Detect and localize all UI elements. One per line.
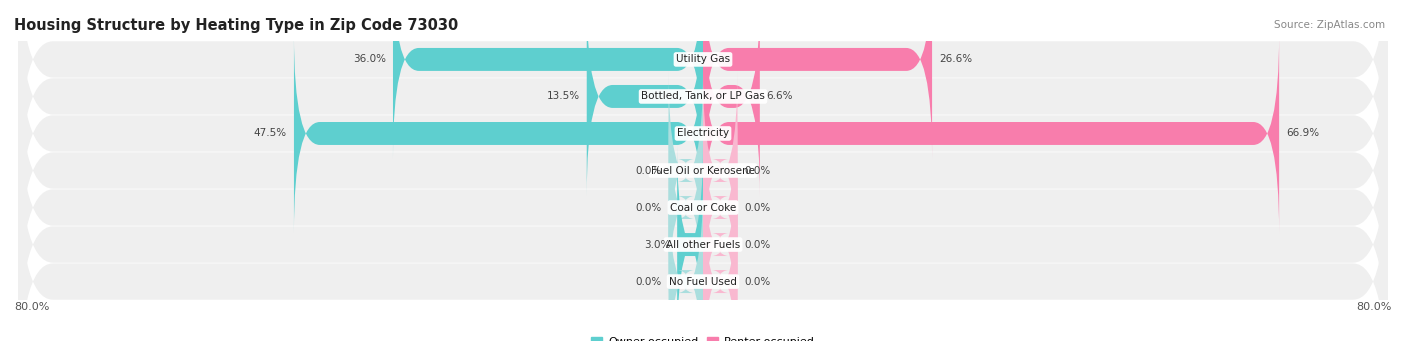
Text: Fuel Oil or Kerosene: Fuel Oil or Kerosene [651, 165, 755, 176]
Text: 0.0%: 0.0% [636, 277, 662, 286]
FancyBboxPatch shape [669, 71, 703, 270]
Text: Source: ZipAtlas.com: Source: ZipAtlas.com [1274, 20, 1385, 30]
Text: Housing Structure by Heating Type in Zip Code 73030: Housing Structure by Heating Type in Zip… [14, 18, 458, 33]
Text: 6.6%: 6.6% [766, 91, 793, 102]
Text: 0.0%: 0.0% [636, 203, 662, 212]
FancyBboxPatch shape [669, 182, 703, 341]
Legend: Owner-occupied, Renter-occupied: Owner-occupied, Renter-occupied [586, 332, 820, 341]
FancyBboxPatch shape [18, 41, 1388, 300]
FancyBboxPatch shape [703, 108, 738, 307]
Text: 0.0%: 0.0% [636, 165, 662, 176]
FancyBboxPatch shape [392, 0, 703, 159]
FancyBboxPatch shape [703, 0, 759, 196]
Text: All other Fuels: All other Fuels [666, 239, 740, 250]
Text: 47.5%: 47.5% [254, 129, 287, 138]
FancyBboxPatch shape [18, 3, 1388, 264]
Text: 0.0%: 0.0% [744, 203, 770, 212]
FancyBboxPatch shape [294, 34, 703, 233]
FancyBboxPatch shape [703, 34, 1279, 233]
FancyBboxPatch shape [18, 77, 1388, 338]
Text: Coal or Coke: Coal or Coke [669, 203, 737, 212]
FancyBboxPatch shape [703, 0, 932, 159]
Text: Utility Gas: Utility Gas [676, 55, 730, 64]
Text: 36.0%: 36.0% [353, 55, 387, 64]
Text: 13.5%: 13.5% [547, 91, 579, 102]
Text: 0.0%: 0.0% [744, 165, 770, 176]
FancyBboxPatch shape [678, 145, 703, 341]
Text: 0.0%: 0.0% [744, 277, 770, 286]
FancyBboxPatch shape [669, 108, 703, 307]
Text: Electricity: Electricity [676, 129, 730, 138]
Text: 80.0%: 80.0% [14, 301, 49, 312]
FancyBboxPatch shape [18, 0, 1388, 189]
FancyBboxPatch shape [18, 0, 1388, 226]
FancyBboxPatch shape [18, 152, 1388, 341]
FancyBboxPatch shape [703, 182, 738, 341]
Text: Bottled, Tank, or LP Gas: Bottled, Tank, or LP Gas [641, 91, 765, 102]
FancyBboxPatch shape [586, 0, 703, 196]
Text: 26.6%: 26.6% [939, 55, 972, 64]
Text: No Fuel Used: No Fuel Used [669, 277, 737, 286]
Text: 66.9%: 66.9% [1286, 129, 1319, 138]
Text: 80.0%: 80.0% [1357, 301, 1392, 312]
Text: 0.0%: 0.0% [744, 239, 770, 250]
Text: 3.0%: 3.0% [644, 239, 671, 250]
FancyBboxPatch shape [18, 115, 1388, 341]
FancyBboxPatch shape [703, 71, 738, 270]
FancyBboxPatch shape [703, 145, 738, 341]
